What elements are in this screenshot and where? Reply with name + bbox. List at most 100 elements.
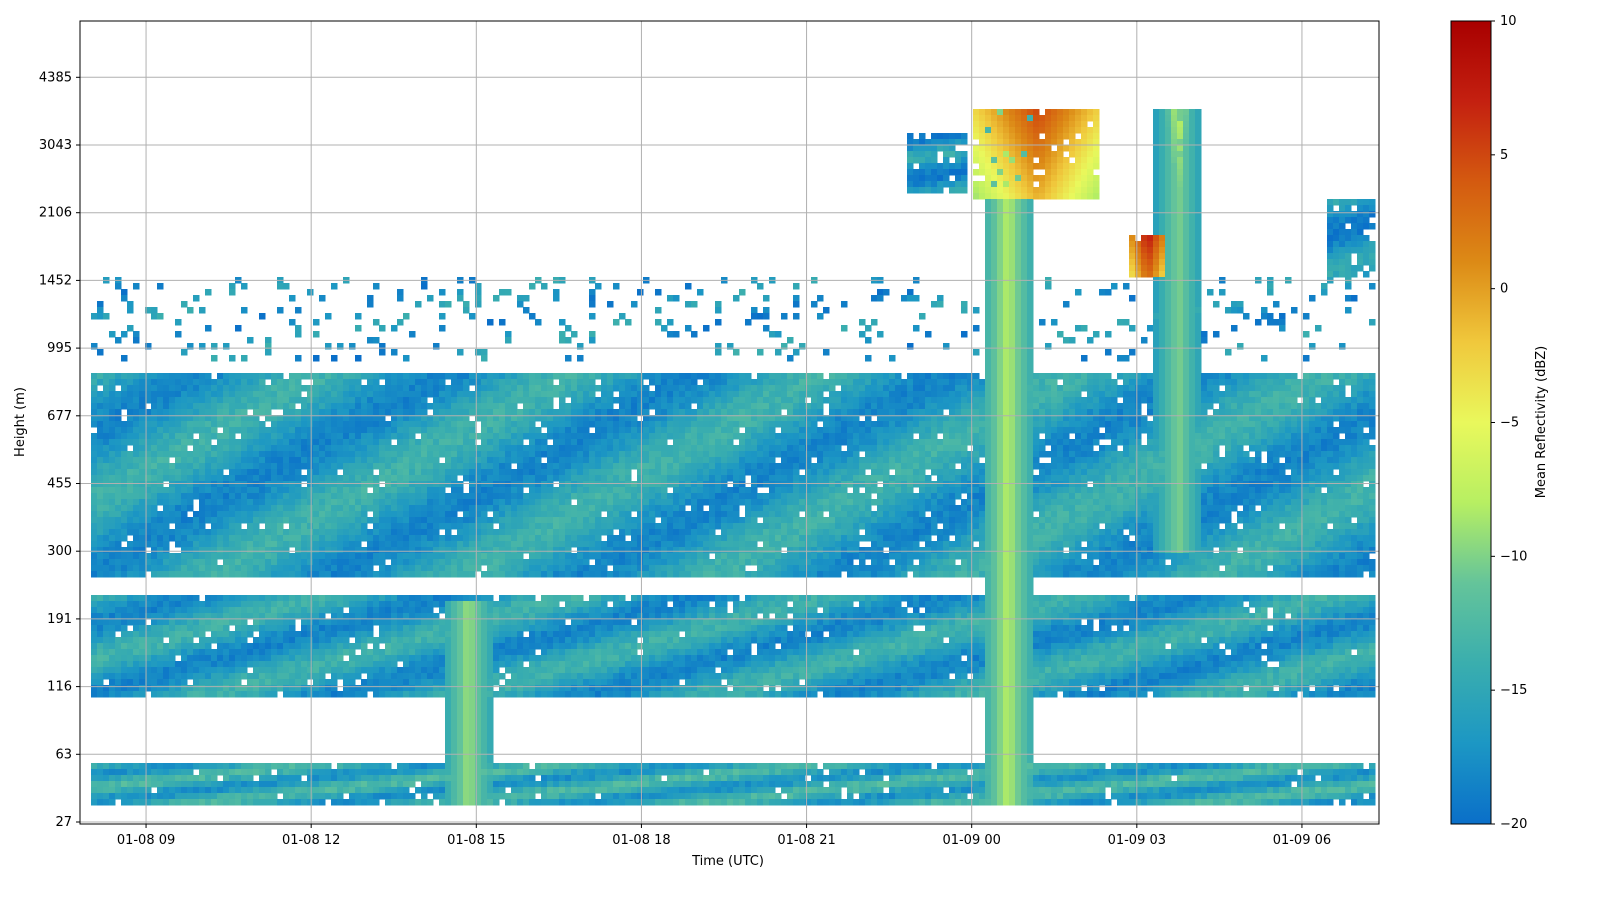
heatmap-cell	[397, 391, 404, 398]
heatmap-cell	[595, 535, 602, 542]
heatmap-cell	[193, 391, 200, 398]
heatmap-cell	[139, 421, 146, 428]
heatmap-cell	[469, 757, 476, 764]
heatmap-cell	[127, 661, 134, 668]
heatmap-cell	[169, 673, 176, 680]
heatmap-cell	[127, 643, 134, 650]
heatmap-cell	[439, 325, 446, 332]
heatmap-cell	[103, 613, 110, 620]
heatmap-cell	[505, 637, 512, 644]
heatmap-cell	[415, 601, 422, 608]
heatmap-cell	[289, 667, 296, 674]
heatmap-cell	[253, 421, 260, 428]
heatmap-cell	[349, 487, 356, 494]
heatmap-cell	[415, 445, 422, 452]
heatmap-cell	[175, 469, 182, 476]
heatmap-cell	[583, 541, 590, 548]
heatmap-cell	[109, 769, 116, 776]
heatmap-cell	[205, 325, 212, 332]
heatmap-cell	[205, 601, 212, 608]
heatmap-cell	[457, 373, 464, 380]
heatmap-cell	[547, 787, 554, 794]
heatmap-cell	[463, 781, 470, 788]
heatmap-cell	[259, 535, 266, 542]
heatmap-cell	[433, 685, 440, 692]
heatmap-cell	[151, 493, 158, 500]
heatmap-cell	[391, 433, 398, 440]
heatmap-cell	[343, 637, 350, 644]
heatmap-cell	[409, 691, 416, 698]
heatmap-cell	[121, 295, 128, 302]
heatmap-cell	[349, 607, 356, 614]
heatmap-cell	[301, 457, 308, 464]
heatmap-cell	[265, 793, 272, 800]
heatmap-cell	[523, 463, 530, 470]
heatmap-cell	[331, 511, 338, 518]
heatmap-cell	[301, 613, 308, 620]
heatmap-cell	[379, 565, 386, 572]
heatmap-cell	[121, 763, 128, 770]
heatmap-cell	[457, 451, 464, 458]
heatmap-cell	[445, 625, 452, 632]
heatmap-cell	[139, 601, 146, 608]
heatmap-cell	[445, 451, 452, 458]
heatmap-cell	[493, 553, 500, 560]
heatmap-cell	[415, 487, 422, 494]
heatmap-cell	[517, 451, 524, 458]
heatmap-cell	[97, 433, 104, 440]
heatmap-cell	[271, 541, 278, 548]
heatmap-cell	[259, 787, 266, 794]
heatmap-cell	[229, 769, 236, 776]
heatmap-cell	[589, 313, 596, 320]
heatmap-cell	[229, 559, 236, 566]
heatmap-cell	[547, 565, 554, 572]
heatmap-cell	[103, 787, 110, 794]
heatmap-cell	[133, 769, 140, 776]
heatmap-cell	[379, 691, 386, 698]
heatmap-cell	[139, 469, 146, 476]
heatmap-cell	[151, 685, 158, 692]
heatmap-cell	[103, 433, 110, 440]
heatmap-cell	[547, 397, 554, 404]
heatmap-cell	[313, 475, 320, 482]
heatmap-cell	[457, 403, 464, 410]
heatmap-cell	[349, 499, 356, 506]
heatmap-cell	[157, 619, 164, 626]
heatmap-cell	[253, 793, 260, 800]
heatmap-cell	[547, 559, 554, 566]
heatmap-cell	[151, 613, 158, 620]
heatmap-cell	[373, 799, 380, 806]
heatmap-cell	[319, 469, 326, 476]
heatmap-cell	[133, 427, 140, 434]
heatmap-cell	[511, 445, 518, 452]
heatmap-cell	[241, 799, 248, 806]
heatmap-cell	[115, 475, 122, 482]
heatmap-cell	[181, 781, 188, 788]
heatmap-cell	[289, 433, 296, 440]
heatmap-cell	[235, 775, 242, 782]
heatmap-cell	[349, 439, 356, 446]
heatmap-cell	[193, 613, 200, 620]
heatmap-cell	[523, 469, 530, 476]
heatmap-cell	[367, 469, 374, 476]
heatmap-cell	[493, 655, 500, 662]
heatmap-cell	[175, 379, 182, 386]
heatmap-cell	[439, 475, 446, 482]
heatmap-cell	[595, 421, 602, 428]
heatmap-cell	[355, 553, 362, 560]
heatmap-cell	[373, 379, 380, 386]
heatmap-cell	[355, 673, 362, 680]
heatmap-cell	[121, 595, 128, 602]
heatmap-cell	[103, 601, 110, 608]
heatmap-cell	[541, 601, 548, 608]
heatmap-cell	[175, 553, 182, 560]
heatmap-cell	[349, 517, 356, 524]
heatmap-cell	[115, 775, 122, 782]
heatmap-cell	[565, 439, 572, 446]
heatmap-cell	[121, 487, 128, 494]
heatmap-cell	[571, 673, 578, 680]
heatmap-cell	[205, 649, 212, 656]
heatmap-cell	[505, 613, 512, 620]
heatmap-cell	[361, 433, 368, 440]
heatmap-cell	[427, 421, 434, 428]
